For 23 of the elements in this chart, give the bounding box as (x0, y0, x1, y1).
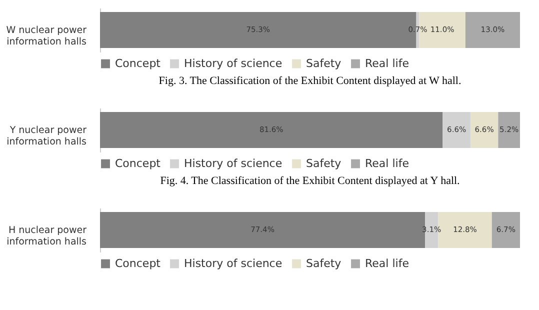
y-tick-label: Y nuclear power information halls (6, 125, 87, 148)
legend-label: History of science (184, 256, 282, 270)
legend-label: Concept (115, 56, 162, 70)
legend-label: Concept (115, 256, 162, 270)
legend-label: Real life (365, 156, 410, 170)
bar (442, 112, 470, 148)
bar (470, 112, 498, 148)
legend-label: Real life (365, 256, 410, 270)
legend-label: Safety (306, 156, 342, 170)
bar (498, 112, 520, 148)
y-tick-label: H nuclear power information halls (6, 225, 87, 248)
legend-label: Safety (306, 56, 342, 70)
legend-label: Safety (306, 256, 342, 270)
legend-label: History of science (184, 156, 282, 170)
y-tick-label: W nuclear power information halls (6, 25, 87, 48)
legend-label: Real life (365, 56, 410, 70)
bar (465, 12, 520, 48)
legend-label: Concept (115, 156, 162, 170)
text: Fig. 4. The Classification of the Exhibit Content displayed at Y hall. (160, 175, 460, 187)
text: Fig. 3. The Classification of the Exhibit Content displayed at W hall. (158, 75, 462, 87)
bar (492, 212, 520, 248)
legend-label: History of science (184, 56, 282, 70)
bar (100, 112, 443, 148)
